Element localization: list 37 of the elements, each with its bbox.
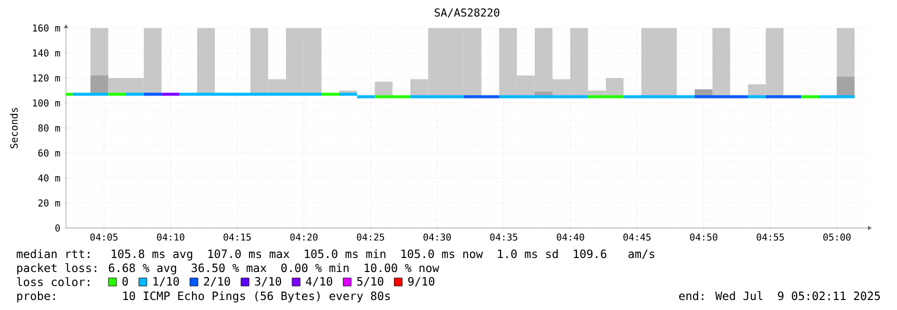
x-tick-label: 04:55 [756,234,784,241]
legend-title: loss color: [17,277,90,286]
x-tick-label: 04:20 [290,234,318,241]
legend-label: 1/10 [153,277,179,287]
y-tick-label: 40 m [38,174,60,182]
x-tick-label: 04:30 [424,234,451,241]
bar [712,28,730,97]
y-tick-label: 100 m [33,99,60,107]
legend-label: 3/10 [255,277,282,287]
text: end: Wed Jul 9 05:02:11 2025 [679,291,880,300]
x-tick-label: 04:15 [224,234,251,241]
text: median rtt: 105.8 ms avg 107.0 ms max 105.0 ms min 105.0 ms now 1.0 ms sd 109.6 am/s [16,249,654,260]
chart-title: SA/AS28220 [434,8,500,18]
x-tick-label: 04:50 [690,234,718,241]
bar [197,28,215,94]
x-tick-label: 04:45 [623,234,651,241]
y-tick-label: 20 m [38,199,60,207]
text: probe: 10 ICMP Echo Pings (56 Bytes) every 80s [17,291,390,302]
y-tick-label: 120 m [33,74,60,82]
x-tick-label: 04:35 [490,234,518,241]
y-axis-title: Seconds [10,108,18,148]
legend-label: 0 [122,277,128,286]
x-tick-label: 04:40 [556,234,584,241]
x-tick-label: 04:25 [356,234,384,241]
y-tick-label: 140 m [33,49,60,57]
x-tick-label: 05:00 [823,234,851,241]
x-tick-label: 04:10 [157,234,184,241]
legend-label: 4/10 [306,277,332,287]
y-tick-label: 80 m [38,124,60,132]
y-tick-label: 60 m [38,149,60,157]
legend-label: 5/10 [357,277,384,287]
legend-label: 9/10 [408,277,434,287]
legend-label: 2/10 [204,277,230,287]
y-tick-label: 160 m [33,24,60,32]
x-tick-label: 04:05 [90,234,118,241]
text: packet loss: 6.68 % avg 36.50 % max 0.00 % min 10.00 % now [17,263,440,274]
y-tick-label: 0 [55,224,60,232]
